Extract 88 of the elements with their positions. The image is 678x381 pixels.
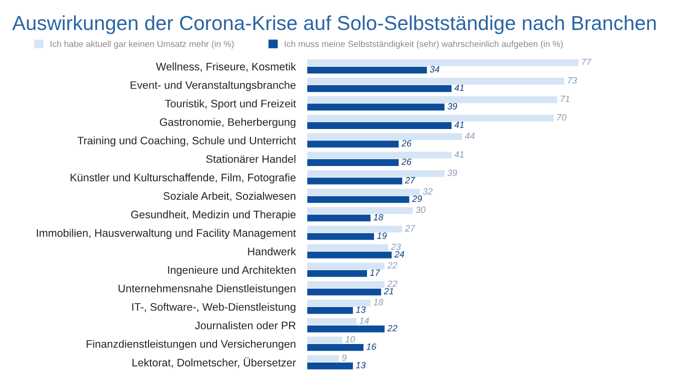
bar — [307, 59, 578, 66]
bar — [307, 178, 402, 184]
y-tick-label: Handwerk — [248, 247, 296, 256]
y-tick-label: Training und Coaching, Schule und Unterricht — [77, 136, 296, 147]
y-tick-label: Journalisten oder PR — [195, 321, 296, 330]
y-tick-label: Gesundheit, Medizin und Therapie — [131, 210, 296, 220]
data-label: 26 — [401, 158, 412, 165]
bar — [307, 252, 392, 258]
data-label: 26 — [401, 140, 412, 146]
bar — [307, 104, 444, 110]
y-tick-label: Wellness, Friseure, Kosmetik — [156, 62, 296, 72]
bar — [307, 188, 420, 196]
data-label: 22 — [387, 324, 398, 332]
bar — [307, 362, 353, 370]
bar — [307, 85, 452, 92]
bar — [307, 336, 342, 344]
bar — [307, 262, 385, 270]
data-label: 70 — [557, 114, 566, 121]
data-label: 9 — [342, 354, 346, 361]
data-label: 27 — [404, 177, 416, 184]
bar — [307, 78, 564, 85]
legend-label: Ich habe aktuell gar keinen Umsatz mehr (in %) — [50, 40, 234, 49]
bar — [307, 133, 462, 140]
y-tick-label: Lektorat, Dolmetscher, Übersetzer — [132, 357, 296, 368]
data-label: 17 — [370, 270, 380, 276]
y-tick-label: Immobilien, Hausverwaltung und Facility Management — [36, 228, 296, 239]
data-label: 39 — [447, 103, 458, 110]
y-tick-label: Soziale Arbeit, Sozialwesen — [163, 192, 296, 202]
data-label: 41 — [454, 122, 464, 128]
bar — [307, 170, 444, 178]
data-label: 13 — [356, 362, 366, 368]
data-label: 19 — [377, 232, 387, 239]
data-label: 22 — [387, 280, 398, 287]
bar — [307, 66, 427, 74]
y-tick-label: Gastronomie, Beherbergung — [160, 118, 296, 128]
data-label: 30 — [416, 206, 426, 214]
y-tick-label: IT-, Software-, Web-Dienstleistung — [132, 302, 296, 313]
bar — [307, 244, 388, 251]
bar — [307, 159, 399, 166]
bar — [307, 226, 402, 233]
data-label: 73 — [568, 77, 577, 84]
bar — [307, 318, 356, 325]
bar — [307, 140, 399, 148]
data-label: 29 — [412, 196, 422, 202]
bar — [307, 233, 374, 240]
bar — [307, 300, 371, 306]
y-tick-label: Unternehmensnahe Dienstleistungen — [118, 284, 296, 294]
y-tick-label: Finanzdienstleistungen und Versicherungen — [86, 340, 296, 350]
bar — [307, 288, 382, 296]
data-label: 77 — [582, 58, 592, 66]
data-label: 34 — [430, 66, 440, 73]
data-label: 21 — [384, 288, 394, 294]
bar — [307, 281, 385, 288]
y-tick-label: Touristik, Sport und Freizeit — [165, 99, 296, 110]
data-label: 10 — [345, 336, 356, 342]
y-tick-label: Event- und Veranstaltungsbranche — [130, 80, 296, 92]
bar — [307, 122, 452, 129]
data-label: 32 — [422, 188, 433, 195]
data-label: 16 — [366, 343, 376, 350]
data-label: 71 — [560, 96, 570, 102]
data-label: 22 — [387, 262, 398, 268]
bar — [307, 307, 353, 314]
bar — [307, 152, 452, 159]
data-label: 18 — [374, 214, 384, 220]
bar — [307, 214, 371, 222]
bar — [307, 96, 558, 104]
bar — [307, 207, 413, 214]
data-label: 44 — [464, 132, 475, 139]
data-label: 18 — [374, 299, 384, 306]
y-tick-label: Stationärer Handel — [206, 154, 296, 163]
data-label: 41 — [454, 84, 464, 91]
data-label: 24 — [394, 251, 404, 258]
data-label: 41 — [454, 151, 464, 158]
y-tick-label: Ingenieure und Architekten — [168, 266, 296, 276]
legend-label: Ich muss meine Selbstständigkeit (sehr) wahrscheinlich aufgeben (in %) — [284, 40, 563, 49]
bar — [307, 114, 554, 122]
bar — [307, 270, 368, 277]
data-label: 13 — [356, 306, 366, 313]
data-label: 27 — [404, 225, 416, 232]
chart-title: Auswirkungen der Corona-Krise auf Solo-Selbstständige nach Branchen — [12, 15, 656, 34]
bar — [307, 196, 410, 203]
data-label: 14 — [359, 318, 369, 324]
data-label: 39 — [447, 170, 458, 176]
bar — [307, 326, 385, 332]
data-label: 23 — [390, 244, 401, 250]
bar — [307, 344, 364, 351]
y-tick-label: Künstler und Kulturschaffende, Film, Fotografie — [70, 173, 296, 184]
bar — [307, 355, 339, 362]
